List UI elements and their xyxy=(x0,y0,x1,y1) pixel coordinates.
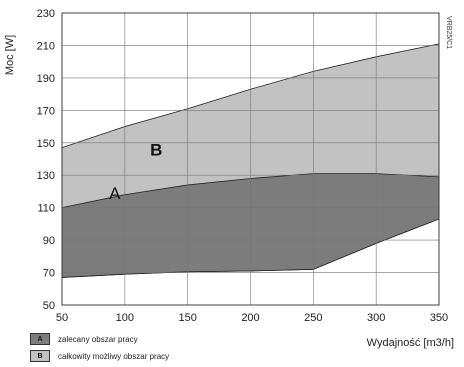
region-b-label: B xyxy=(150,140,162,159)
y-tick-label: 230 xyxy=(37,8,55,20)
y-axis-label: Moc [W] xyxy=(4,35,16,75)
side-code-label: VRB25/C1 xyxy=(445,16,452,49)
legend-swatch-b: B xyxy=(30,350,50,362)
legend-label-b: całkowity możliwy obszar pracy xyxy=(58,351,170,361)
legend-swatch-a: A xyxy=(30,333,50,345)
y-tick-label: 110 xyxy=(37,203,55,215)
legend-item-a: A zalecany obszar pracy xyxy=(30,333,138,345)
legend-label-a: zalecany obszar pracy xyxy=(58,334,138,344)
chart-region-labels: BA xyxy=(109,140,162,203)
plot-frame xyxy=(61,12,440,306)
x-tick-label: 150 xyxy=(178,312,196,324)
x-tick-label: 250 xyxy=(304,312,322,324)
x-tick-label: 300 xyxy=(367,312,385,324)
legend-item-b: B całkowity możliwy obszar pracy xyxy=(30,350,169,362)
y-tick-label: 130 xyxy=(37,170,55,182)
x-axis-label: Wydajność [m3/h] xyxy=(367,337,454,349)
y-tick-label: 70 xyxy=(43,268,55,280)
y-tick-label: 170 xyxy=(37,105,55,117)
y-tick-label: 150 xyxy=(37,138,55,150)
y-tick-label: 90 xyxy=(43,235,55,247)
y-tick-label: 50 xyxy=(43,300,55,312)
x-tick-label: 200 xyxy=(241,312,259,324)
x-tick-label: 350 xyxy=(430,312,448,324)
y-tick-label: 190 xyxy=(37,73,55,85)
x-tick-label: 100 xyxy=(116,312,134,324)
chart-axes xyxy=(61,12,440,306)
region-a-label: A xyxy=(109,184,121,203)
chart-tick-labels: 50 70 90 110 130 150 170 190 210 230 50 100 150 200 25… xyxy=(37,8,449,324)
x-tick-label: 50 xyxy=(56,312,68,324)
y-tick-label: 210 xyxy=(37,40,55,52)
